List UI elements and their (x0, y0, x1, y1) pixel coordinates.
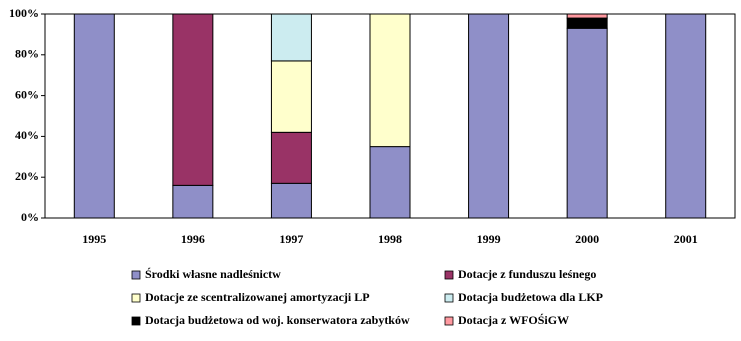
y-tick-label: 100% (9, 6, 39, 20)
bar-segment (369, 13, 411, 148)
legend-swatch (131, 293, 141, 303)
x-tick-label: 2001 (674, 232, 698, 246)
bar-segment (566, 27, 608, 219)
legend-label: Dotacja budżetowa od woj. konserwatora z… (145, 313, 410, 327)
y-tick-label: 0% (21, 210, 39, 224)
bar-segment (172, 13, 214, 186)
bar-segment (468, 13, 510, 219)
bar-segment (270, 60, 312, 133)
bar-segment (270, 131, 312, 184)
x-tick-label: 2000 (575, 232, 599, 246)
legend-label: Dotacje ze scentralizowanej amortyzacji … (145, 290, 370, 304)
legend-swatch (444, 270, 454, 280)
y-tick-label: 40% (15, 128, 39, 142)
y-tick-label: 20% (15, 169, 39, 183)
x-tick-label: 1998 (378, 232, 402, 246)
legend-label: Dotacja z WFOŚiGW (458, 313, 569, 327)
bar-segment (73, 13, 115, 219)
bar-segment (566, 13, 608, 19)
legend-label: Środki własne nadleśnictw (145, 267, 281, 281)
bar-segment (270, 182, 312, 219)
y-tick-label: 80% (15, 47, 39, 61)
legend-swatch (131, 270, 141, 280)
x-tick-label: 1995 (82, 232, 106, 246)
bar-segment (172, 184, 214, 219)
x-tick-label: 1996 (181, 232, 205, 246)
y-tick-label: 60% (15, 87, 39, 101)
bar-segment (270, 13, 312, 62)
legend-label: Dotacje z funduszu leśnego (458, 267, 596, 281)
legend-swatch (444, 316, 454, 326)
x-tick-label: 1997 (279, 232, 303, 246)
legend-label: Dotacja budżetowa dla LKP (458, 290, 603, 304)
legend-swatch (131, 316, 141, 326)
legend-swatch (444, 293, 454, 303)
x-tick-label: 1999 (477, 232, 501, 246)
bar-segment (369, 146, 411, 219)
bar-segment (566, 17, 608, 29)
bar-segment (665, 13, 707, 219)
